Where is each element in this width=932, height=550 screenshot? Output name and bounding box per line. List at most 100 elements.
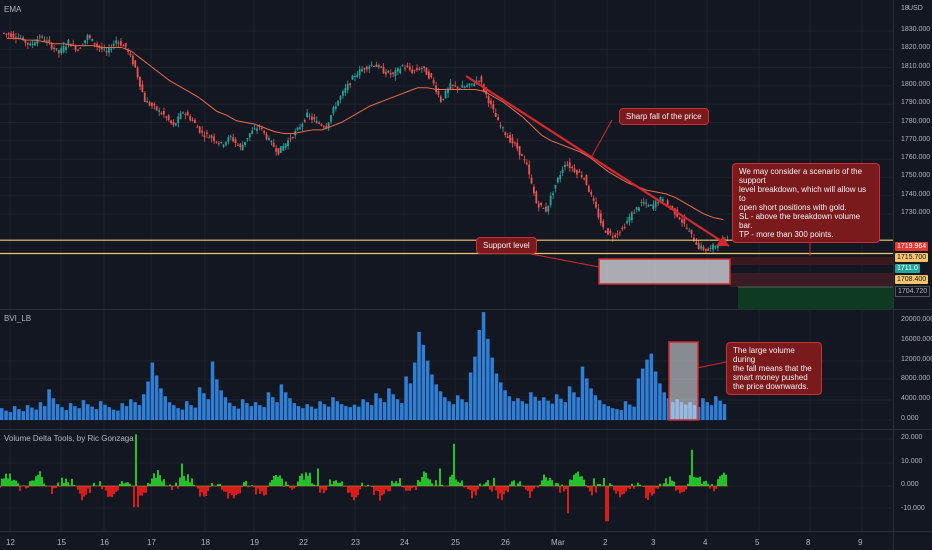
volume-bar [266,392,271,420]
scenario-callout: We may consider a scenario of the suppor… [732,163,880,243]
volume-bar [77,408,81,420]
candle-body [487,95,490,104]
candle-body [34,42,36,46]
candle-body [707,248,710,251]
candle-body [115,40,118,44]
price-tick: 1740.000 [901,190,931,198]
candle-body [361,69,363,72]
volume-bar [580,366,585,420]
candle-body [451,84,454,86]
delta-pane-title: Volume Delta Tools, by Ric Gonzaga [4,434,134,443]
candle-body [564,164,566,167]
candle-body [349,83,351,85]
date-tick: 25 [451,538,460,547]
candle-body [60,48,63,54]
candle-body [177,116,180,124]
candle-body [229,136,232,138]
volume-bar [499,382,503,420]
candle-body [513,142,516,144]
volume-bar [348,407,352,420]
candle-body [671,206,674,209]
candle-body [131,55,134,65]
volume-tick: 16000.000 [901,335,932,343]
delta-tick: 10.000 [901,457,923,465]
volume-tick: 0.000 [901,415,919,422]
candle-body [420,68,423,70]
volume-bar [481,312,486,420]
volume-bar [17,409,21,420]
candle-body [447,88,449,94]
candle-body [633,212,636,214]
candle-body [143,92,146,103]
candle-body [260,127,263,129]
candle-body [232,137,234,142]
volume-bar [460,399,464,420]
candle-body [45,40,48,42]
volume-delta-series[interactable] [0,434,728,522]
candle-body [540,202,542,206]
date-tick: 22 [299,538,308,547]
date-tick: 4 [703,538,708,547]
candle-body [387,70,390,73]
candle-body [167,115,170,121]
price-tick: 1830.000 [901,26,931,33]
volume-bar [520,401,525,420]
candle-body [289,138,292,140]
volume-bar [64,410,69,420]
candle-body [630,212,633,220]
candle-body [201,130,203,133]
candle-body [521,154,523,156]
volume-tick: 20000.000 [901,316,932,323]
candle-body [468,83,471,86]
volume-bar [610,408,615,420]
volume-bar [55,404,60,420]
candle-body [635,207,638,210]
candle-body [666,200,669,205]
volume-bar [21,411,26,420]
candle-body [657,202,659,204]
candle-body [571,166,574,169]
candle-body [621,227,624,229]
candle-body [697,242,700,249]
volume-bar [111,409,116,420]
candle-body [418,68,421,70]
candle-body [24,39,27,43]
candle-body [700,245,702,249]
candle-body [628,216,631,222]
date-tick: 17 [147,538,156,547]
price-tick: 1750.000 [901,172,931,180]
candle-body [456,86,459,89]
candle-body [466,85,468,87]
candle-body [544,206,547,212]
candle-body [291,136,294,138]
volume-bar [589,388,593,420]
volume-bar [649,353,654,420]
candle-body [160,112,163,115]
candle-body [306,112,309,118]
volume-bar [172,405,176,420]
candle-body [683,218,686,224]
candle-body [406,65,409,68]
candle-body [272,142,275,147]
candle-body [590,191,593,195]
volume-bar [326,406,331,420]
candle-body [57,50,60,54]
volume-bar [137,405,142,420]
candle-body [26,42,29,45]
candle-body [53,47,55,49]
candle-body [134,60,137,68]
volume-bar [550,403,555,420]
candle-body [365,66,368,70]
candle-body [337,100,340,106]
candle-body [196,126,199,128]
candle-body [511,137,514,144]
volume-bar [722,404,727,420]
candle-body [475,80,478,82]
volume-bars[interactable] [0,312,727,420]
scenario-line-2: level breakdown, which will allow us to [739,185,867,203]
candle-body [408,66,411,70]
candle-body [461,85,464,88]
volume-bar [124,406,129,420]
volume-bar [210,361,215,420]
